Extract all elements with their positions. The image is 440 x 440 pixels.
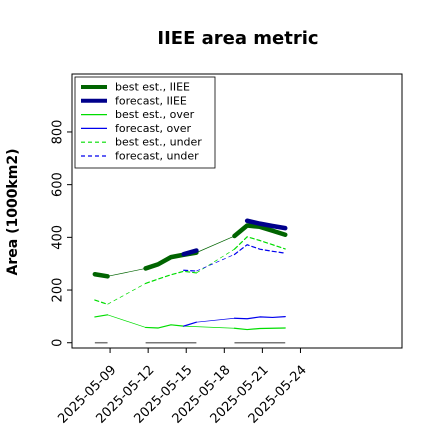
series-lines: [92, 218, 288, 344]
connector-line: [107, 314, 146, 328]
connector-line: [196, 248, 235, 274]
series-line-5: [233, 244, 286, 256]
series-line-4: [145, 270, 197, 285]
y-tick-label: 200: [51, 278, 66, 303]
series-line-2: [145, 324, 185, 329]
axes: [71, 73, 403, 349]
plot-frame: [71, 73, 403, 349]
series-line-3: [183, 321, 197, 327]
series-line-0: [232, 223, 288, 239]
connector-line: [107, 268, 146, 277]
series-line-1: [244, 218, 288, 231]
series-line-4: [94, 299, 109, 305]
x-axis-ticks: 2025-05-092025-05-122025-05-152025-05-18…: [55, 348, 310, 427]
legend-label: best est., under: [115, 136, 202, 149]
series-line-4: [233, 236, 286, 250]
connector-line: [196, 235, 235, 253]
series-line-2: [94, 314, 109, 318]
series-line-2: [233, 327, 286, 331]
legend-label: best est., over: [115, 108, 195, 121]
chart-title: IIEE area metric: [157, 28, 318, 49]
y-tick-label: 400: [51, 225, 66, 250]
series-line-0: [92, 271, 110, 279]
legend-label: best est., IIEE: [115, 81, 190, 94]
connector-line: [196, 317, 235, 323]
connector-line: [196, 254, 235, 272]
series-line-1: [181, 248, 199, 257]
series-line-3: [233, 316, 286, 320]
connector-line: [107, 283, 146, 305]
legend-label: forecast, under: [115, 150, 199, 163]
legend-label: forecast, IIEE: [115, 94, 187, 107]
y-axis-label: Area (1000km2): [5, 149, 21, 276]
y-axis-ticks: 0 200 400 600 800: [51, 120, 72, 347]
y-tick-label: 600: [51, 172, 66, 197]
y-tick-label: 800: [51, 120, 66, 145]
legend-box: [74, 76, 216, 169]
y-tick-label: 0: [51, 339, 66, 347]
connector-line: [183, 325, 235, 329]
series-line-5: [183, 269, 197, 272]
legend-label: forecast, over: [115, 122, 191, 135]
